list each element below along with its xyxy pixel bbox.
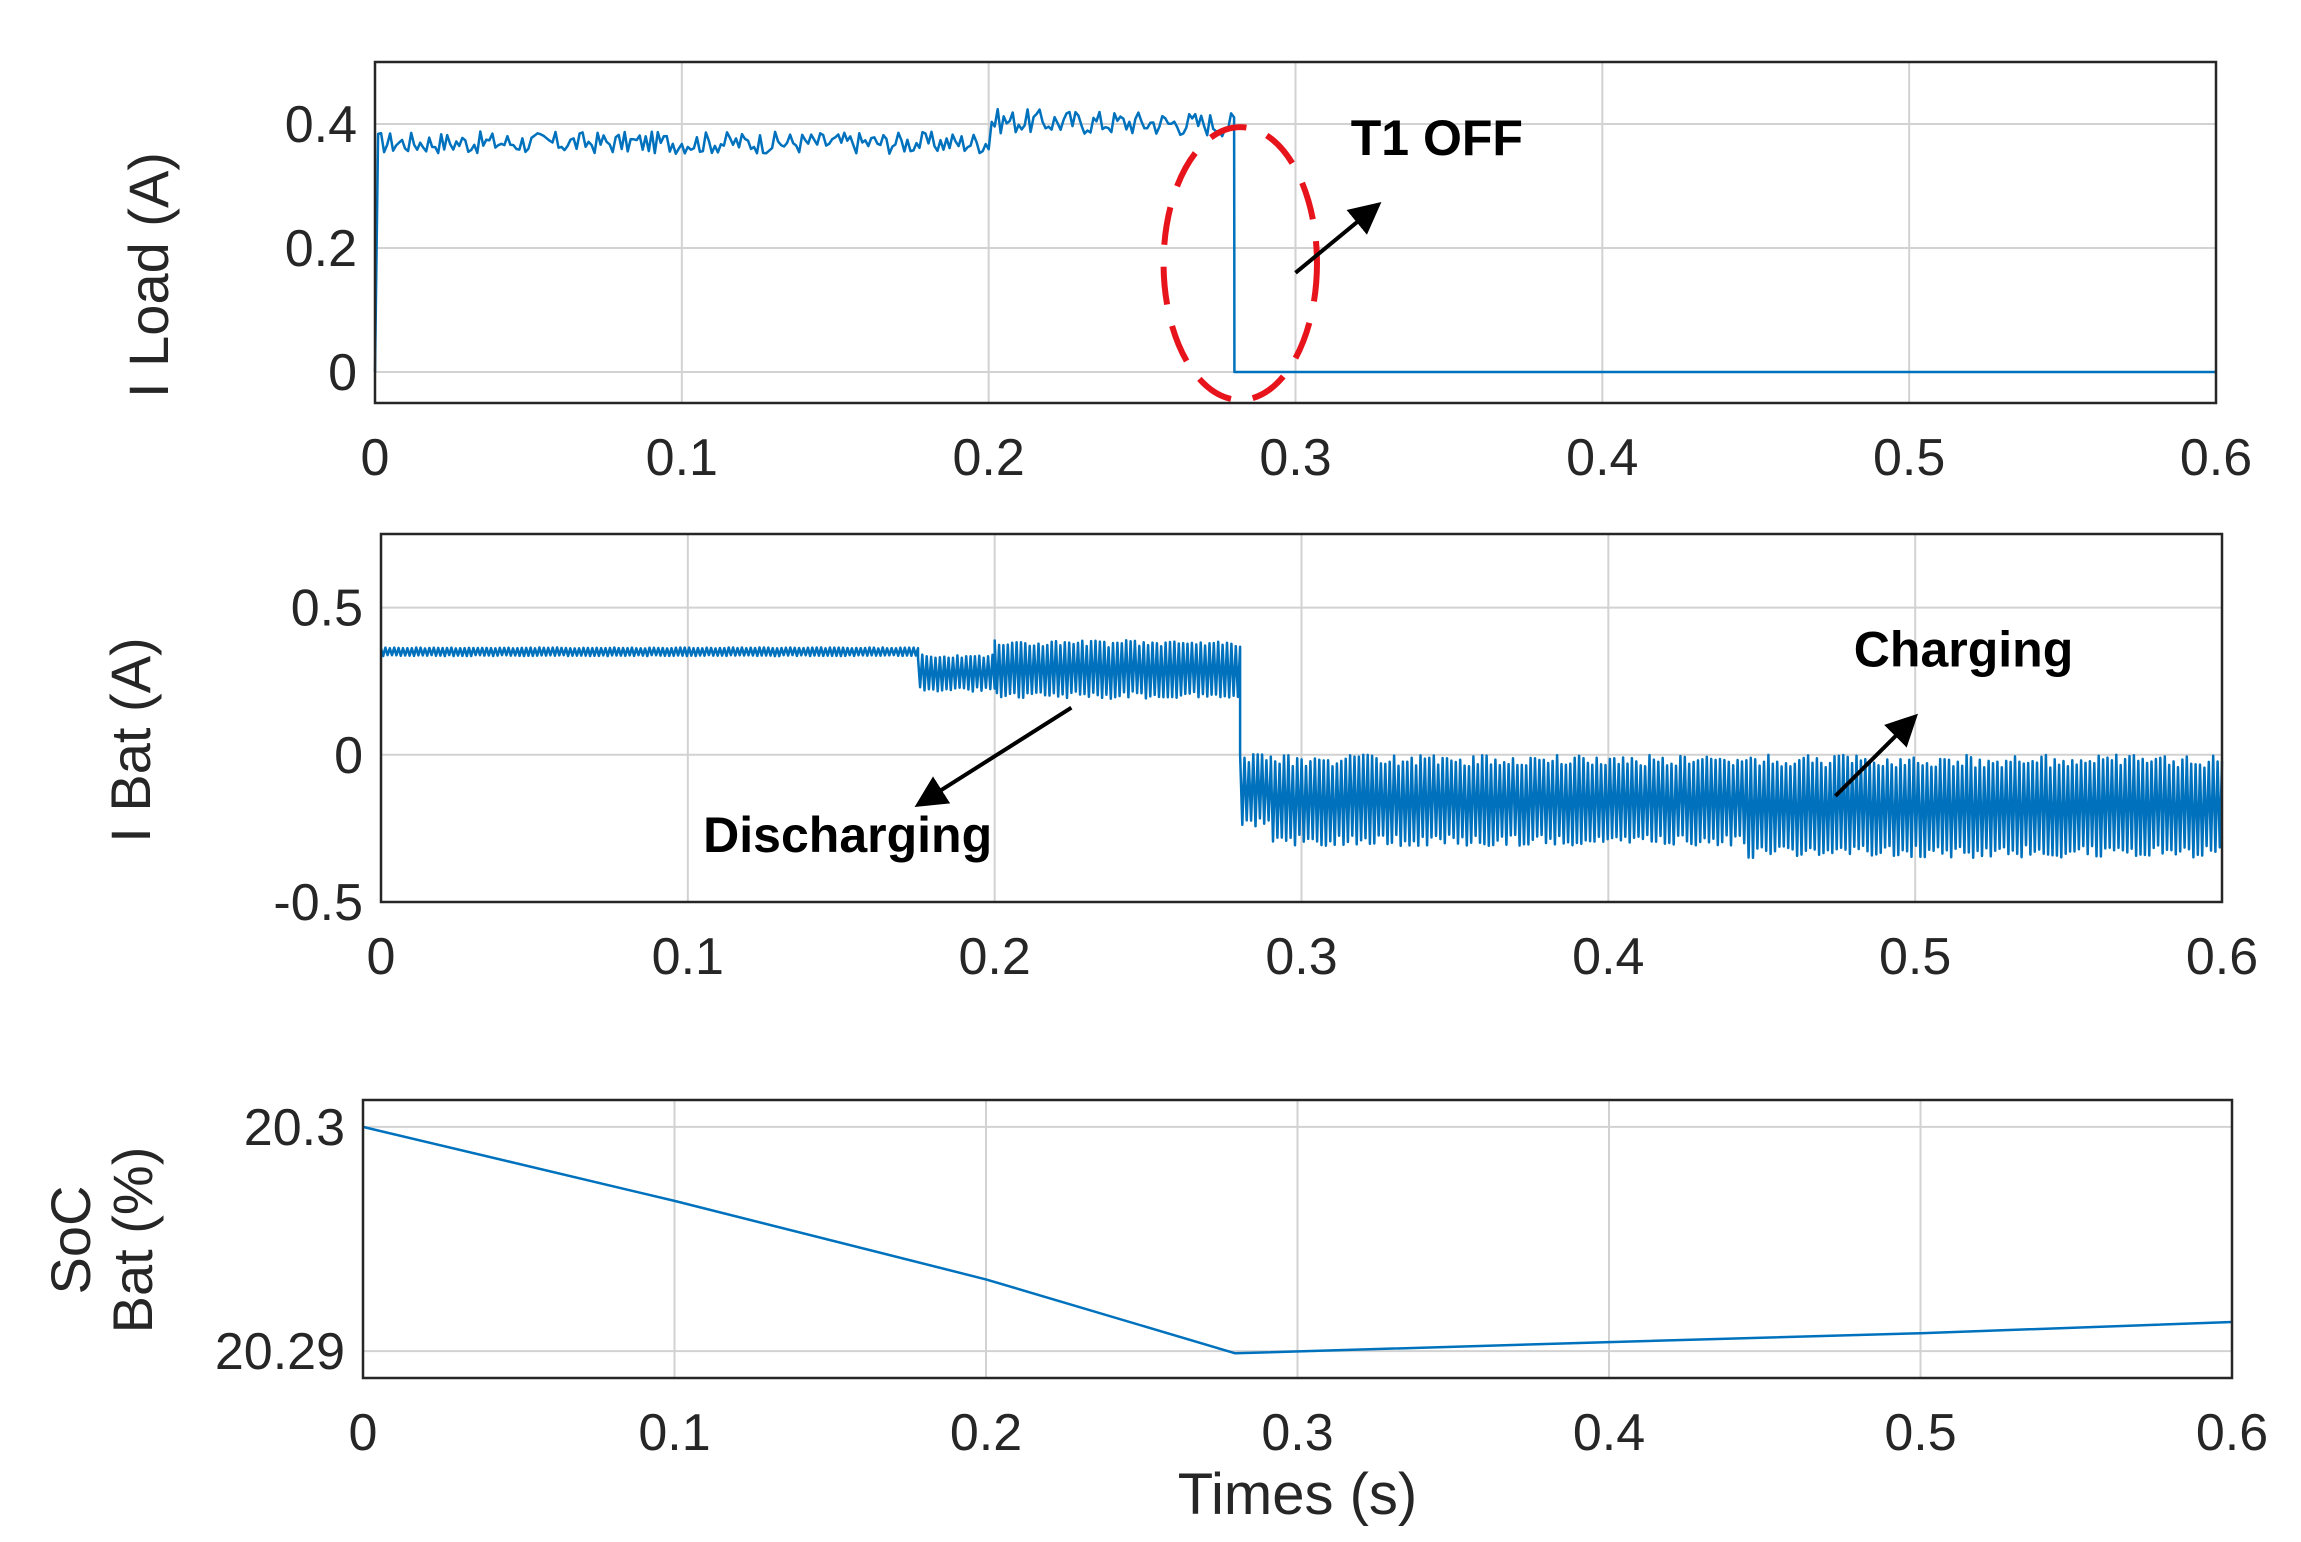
x-tick-label: 0.6	[2180, 429, 2252, 487]
x-tick-label: 0.1	[652, 928, 724, 986]
x-tick-label: 0.3	[1261, 1404, 1333, 1462]
x-axis-label: Times (s)	[1178, 1462, 1417, 1527]
annotation-label: Charging	[1854, 621, 2073, 677]
y-tick-label: 0.5	[291, 580, 363, 638]
x-tick-label: 0.6	[2186, 928, 2258, 986]
y-tick-label: 0.4	[285, 96, 357, 154]
series-line	[379, 639, 2224, 860]
x-tick-label: 0	[349, 1404, 378, 1462]
y-tick-label: 0	[334, 727, 363, 785]
x-tick-label: 0.4	[1573, 1404, 1645, 1462]
annotation-arrow	[1833, 713, 1919, 798]
x-tick-label: 0.4	[1566, 429, 1638, 487]
axes-frame	[361, 1098, 2234, 1380]
y-tick-label: 0.2	[285, 220, 357, 278]
annotation-arrow	[1294, 202, 1382, 275]
x-tick-label: 0.4	[1572, 928, 1644, 986]
x-tick-label: 0.1	[638, 1404, 710, 1462]
x-tick-label: 0.2	[950, 1404, 1022, 1462]
x-tick-label: 0.5	[1873, 429, 1945, 487]
series-line	[362, 1125, 2233, 1355]
x-tick-label: 0.5	[1879, 928, 1951, 986]
annotation-arrow	[914, 706, 1073, 807]
y-axis-label: I Bat (A)	[99, 637, 162, 842]
x-tick-label: 0.2	[953, 429, 1025, 487]
series-line	[373, 107, 2216, 374]
x-tick-label: 0.6	[2196, 1404, 2268, 1462]
highlight-ellipse	[1160, 124, 1320, 403]
x-tick-label: 0.5	[1884, 1404, 1956, 1462]
y-axis-label: SoCBat (%)	[39, 1147, 164, 1334]
x-tick-label: 0.1	[646, 429, 718, 487]
x-tick-label: 0.3	[1259, 429, 1331, 487]
axes-frame	[373, 60, 2218, 405]
i-bat-subplot: 0 0.1 0.2 0.3 0.4 0.5 0.6-0.500.5DischargingCh…	[99, 532, 2258, 986]
x-tick-label: 0	[367, 928, 396, 986]
x-tick-label: 0	[361, 429, 390, 487]
y-axis-label: I Load (A)	[117, 152, 180, 398]
y-tick-label: 0	[328, 344, 357, 402]
y-tick-label: -0.5	[273, 874, 363, 932]
y-tick-label: 20.29	[215, 1323, 345, 1381]
y-tick-label: 20.3	[244, 1099, 345, 1157]
x-tick-label: 0.3	[1265, 928, 1337, 986]
x-tick-label: 0.2	[959, 928, 1031, 986]
soc-bat-subplot: 0 0.1 0.2 0.3 0.4 0.5 0.6 20.29 20.3 SoCBat (%) Ti…	[39, 1098, 2268, 1527]
i-load-subplot: 0 0.1 0.2 0.3 0.4 0.5 0.6 0 0.2 0.4 T1 OFF I Load (…	[117, 60, 2252, 487]
axes-frame	[379, 532, 2224, 904]
annotation-label: T1 OFF	[1351, 110, 1523, 166]
annotation-label: Discharging	[703, 807, 992, 863]
